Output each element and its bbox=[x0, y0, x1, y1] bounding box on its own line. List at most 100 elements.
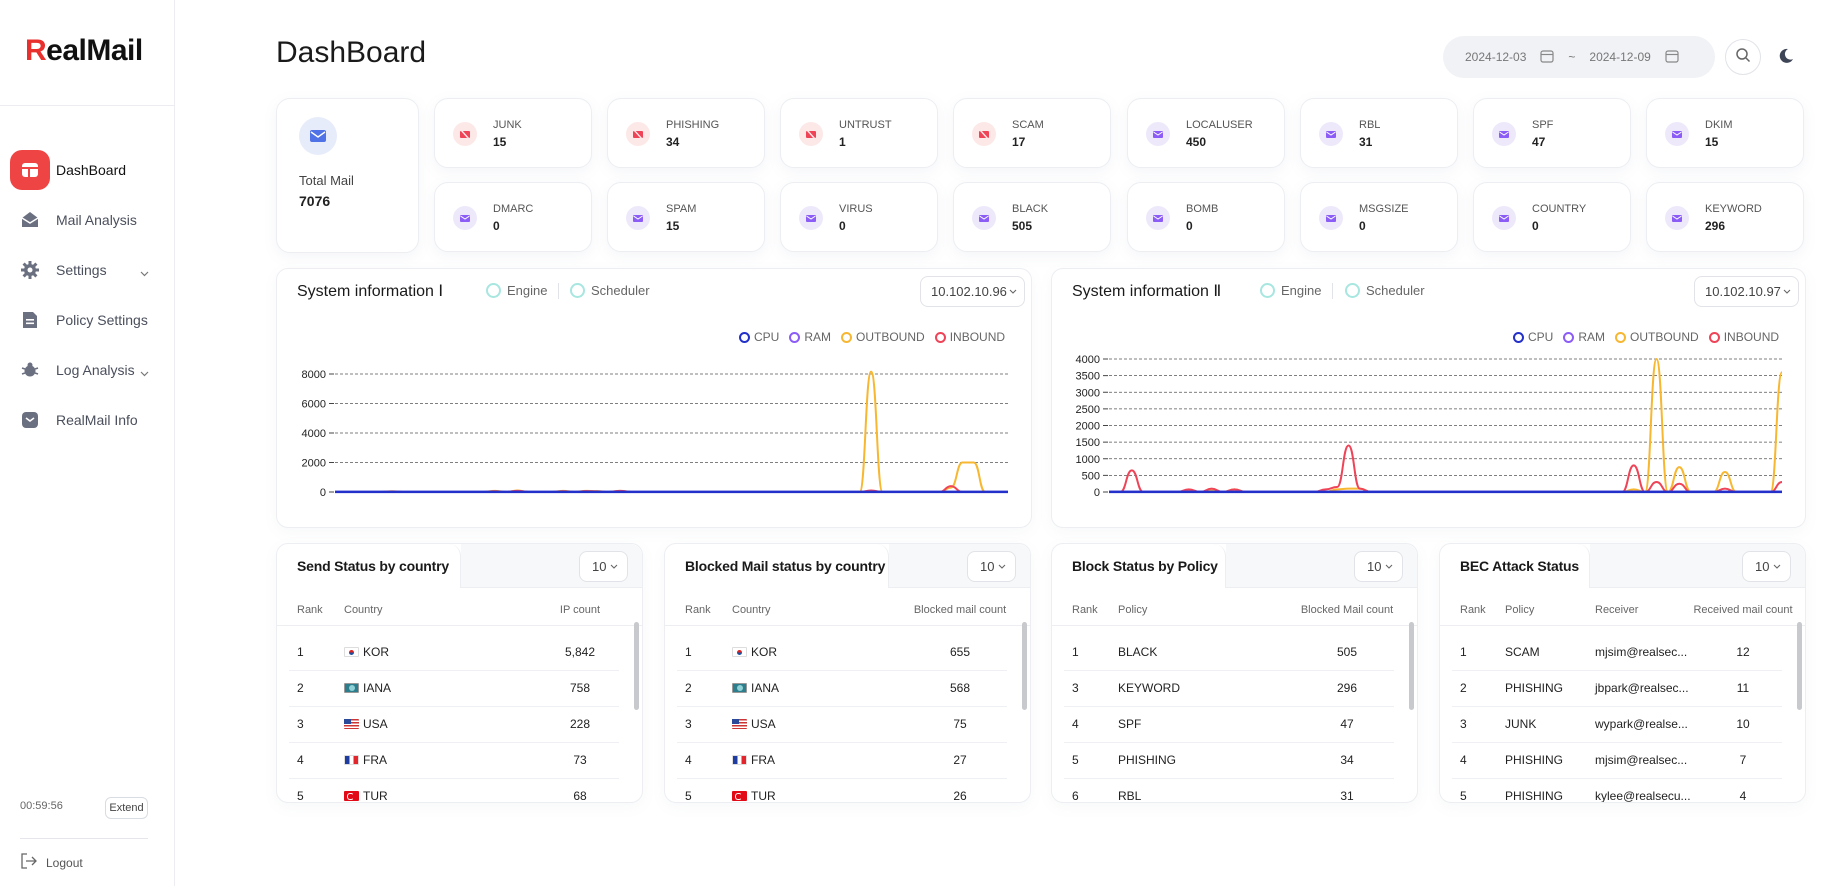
date-from-field[interactable]: 2024-12-03 bbox=[1465, 49, 1554, 66]
column-header[interactable]: Policy bbox=[1505, 604, 1535, 616]
legend-outbound[interactable]: OUTBOUND bbox=[841, 330, 925, 344]
stat-name: COUNTRY bbox=[1532, 203, 1587, 215]
stat-card-country[interactable]: COUNTRY 0 bbox=[1473, 182, 1631, 252]
row-count-select[interactable]: 10 bbox=[579, 551, 628, 582]
table-row[interactable]: 3 USA 75 bbox=[665, 706, 1030, 742]
row-divider bbox=[1064, 670, 1394, 671]
sidebar-item-mail-analysis[interactable]: Mail Analysis bbox=[0, 195, 175, 245]
legend-ram[interactable]: RAM bbox=[789, 330, 831, 344]
stat-card-junk[interactable]: JUNK 15 bbox=[434, 98, 592, 168]
table-row[interactable]: 3 KEYWORD 296 bbox=[1052, 670, 1417, 706]
stat-card-dmarc[interactable]: DMARC 0 bbox=[434, 182, 592, 252]
stat-card-dkim[interactable]: DKIM 15 bbox=[1646, 98, 1804, 168]
table-scrollbar[interactable] bbox=[1409, 622, 1414, 710]
sidebar-item-policy-settings[interactable]: Policy Settings bbox=[0, 295, 175, 345]
column-header[interactable]: Rank bbox=[297, 604, 323, 616]
row-count-select[interactable]: 10 bbox=[1354, 551, 1403, 582]
column-header[interactable]: Policy bbox=[1118, 604, 1148, 616]
table-scrollbar[interactable] bbox=[634, 622, 639, 710]
table-row[interactable]: 5 TUR 26 bbox=[665, 778, 1030, 803]
column-header[interactable]: Blocked mail count bbox=[913, 604, 1007, 616]
table-row[interactable]: 3 JUNK wypark@realse... 10 bbox=[1440, 706, 1805, 742]
legend-inbound[interactable]: INBOUND bbox=[934, 330, 1005, 344]
stat-card-phishing[interactable]: PHISHING 34 bbox=[607, 98, 765, 168]
scheduler-radio-label: Scheduler bbox=[591, 283, 650, 298]
search-button[interactable] bbox=[1725, 39, 1761, 75]
extend-session-button[interactable]: Extend bbox=[105, 797, 148, 819]
table-scrollbar[interactable] bbox=[1022, 622, 1027, 710]
table-row[interactable]: 4 PHISHING mjsim@realsec... 7 bbox=[1440, 742, 1805, 778]
column-header[interactable]: Receiver bbox=[1595, 604, 1639, 616]
column-header[interactable]: IP count bbox=[559, 604, 601, 616]
logout-button[interactable]: Logout bbox=[20, 853, 83, 872]
legend-cpu[interactable]: CPU bbox=[1513, 330, 1553, 344]
legend-inbound[interactable]: INBOUND bbox=[1708, 330, 1779, 344]
table-row[interactable]: 1 BLACK 505 bbox=[1052, 634, 1417, 670]
stat-card-bomb[interactable]: BOMB 0 bbox=[1127, 182, 1285, 252]
row-count-value: 10 bbox=[592, 559, 607, 574]
stat-card-black[interactable]: BLACK 505 bbox=[953, 182, 1111, 252]
date-to-field[interactable]: 2024-12-09 bbox=[1589, 49, 1679, 66]
table-row[interactable]: 4 FRA 27 bbox=[665, 742, 1030, 778]
table-row[interactable]: 4 FRA 73 bbox=[277, 742, 642, 778]
stat-card-virus[interactable]: VIRUS 0 bbox=[780, 182, 938, 252]
row-count-select[interactable]: 10 bbox=[1742, 551, 1791, 582]
engine-radio[interactable]: Engine bbox=[1260, 283, 1321, 298]
sidebar-item-realmail-info[interactable]: RealMail Info bbox=[0, 395, 175, 445]
column-header[interactable]: Received mail count bbox=[1693, 604, 1793, 616]
sidebar-item-settings[interactable]: Settings bbox=[0, 245, 175, 295]
column-header[interactable]: Rank bbox=[685, 604, 711, 616]
table-row[interactable]: 5 TUR 68 bbox=[277, 778, 642, 802]
stat-card-keyword[interactable]: KEYWORD 296 bbox=[1646, 182, 1804, 252]
y-tick-label: 3000 bbox=[1076, 387, 1100, 399]
date-range-picker[interactable]: 2024-12-03 ~ 2024-12-09 bbox=[1443, 36, 1715, 78]
scheduler-radio[interactable]: Scheduler bbox=[570, 283, 650, 298]
legend-cpu[interactable]: CPU bbox=[739, 330, 779, 344]
scheduler-radio[interactable]: Scheduler bbox=[1345, 283, 1425, 298]
column-header[interactable]: Country bbox=[732, 604, 771, 616]
stat-card-localuser[interactable]: LOCALUSER 450 bbox=[1127, 98, 1285, 168]
y-tick-label: 2000 bbox=[1076, 421, 1100, 433]
table-row[interactable]: 5 PHISHING 34 bbox=[1052, 742, 1417, 778]
flag-iana-icon bbox=[732, 683, 747, 693]
table-row[interactable]: 2 PHISHING jbpark@realsec... 11 bbox=[1440, 670, 1805, 706]
table-row[interactable]: 2 IANA 758 bbox=[277, 670, 642, 706]
table-row[interactable]: 4 SPF 47 bbox=[1052, 706, 1417, 742]
cell-policy: PHISHING bbox=[1505, 681, 1564, 695]
legend-outbound[interactable]: OUTBOUND bbox=[1615, 330, 1699, 344]
stat-card-spam[interactable]: SPAM 15 bbox=[607, 182, 765, 252]
table-row[interactable]: 1 SCAM mjsim@realsec... 12 bbox=[1440, 634, 1805, 670]
total-mail-card[interactable]: Total Mail 7076 bbox=[276, 98, 419, 253]
stat-name: SPF bbox=[1532, 119, 1554, 131]
stat-card-spf[interactable]: SPF 47 bbox=[1473, 98, 1631, 168]
stat-card-untrust[interactable]: UNTRUST 1 bbox=[780, 98, 938, 168]
stat-card-rbl[interactable]: RBL 31 bbox=[1300, 98, 1458, 168]
stat-card-scam[interactable]: SCAM 17 bbox=[953, 98, 1111, 168]
realmail-logo[interactable]: RealMail bbox=[25, 34, 143, 67]
table-scrollbar[interactable] bbox=[1797, 622, 1802, 710]
column-header[interactable]: Rank bbox=[1072, 604, 1098, 616]
chevron-down-icon bbox=[1386, 564, 1393, 569]
legend-ram[interactable]: RAM bbox=[1563, 330, 1605, 344]
column-header[interactable]: Country bbox=[344, 604, 383, 616]
table-row[interactable]: 1 KOR 5,842 bbox=[277, 634, 642, 670]
column-header[interactable]: Rank bbox=[1460, 604, 1486, 616]
table-row[interactable]: 6 RBL 31 bbox=[1052, 778, 1417, 802]
stat-card-msgsize[interactable]: MSGSIZE 0 bbox=[1300, 182, 1458, 252]
table-row[interactable]: 3 USA 228 bbox=[277, 706, 642, 742]
sidebar-item-dashboard[interactable]: DashBoard bbox=[0, 145, 175, 195]
cell-value: 5,842 bbox=[564, 645, 596, 659]
engine-radio[interactable]: Engine bbox=[486, 283, 547, 298]
server-ip-select[interactable]: 10.102.10.96 bbox=[920, 276, 1025, 307]
server-ip-select[interactable]: 10.102.10.97 bbox=[1694, 276, 1799, 307]
mail-box-icon bbox=[1492, 206, 1516, 230]
dark-mode-toggle[interactable] bbox=[1778, 48, 1794, 69]
table-row[interactable]: 5 PHISHING kylee@realsecu... 4 bbox=[1440, 778, 1805, 802]
column-header[interactable]: Blocked Mail count bbox=[1300, 604, 1394, 616]
table-row[interactable]: 2 IANA 568 bbox=[665, 670, 1030, 706]
cell-rank: 5 bbox=[685, 789, 692, 803]
row-count-select[interactable]: 10 bbox=[967, 551, 1016, 582]
stat-value: 15 bbox=[493, 135, 507, 149]
sidebar-item-log-analysis[interactable]: Log Analysis bbox=[0, 345, 175, 395]
table-row[interactable]: 1 KOR 655 bbox=[665, 634, 1030, 670]
